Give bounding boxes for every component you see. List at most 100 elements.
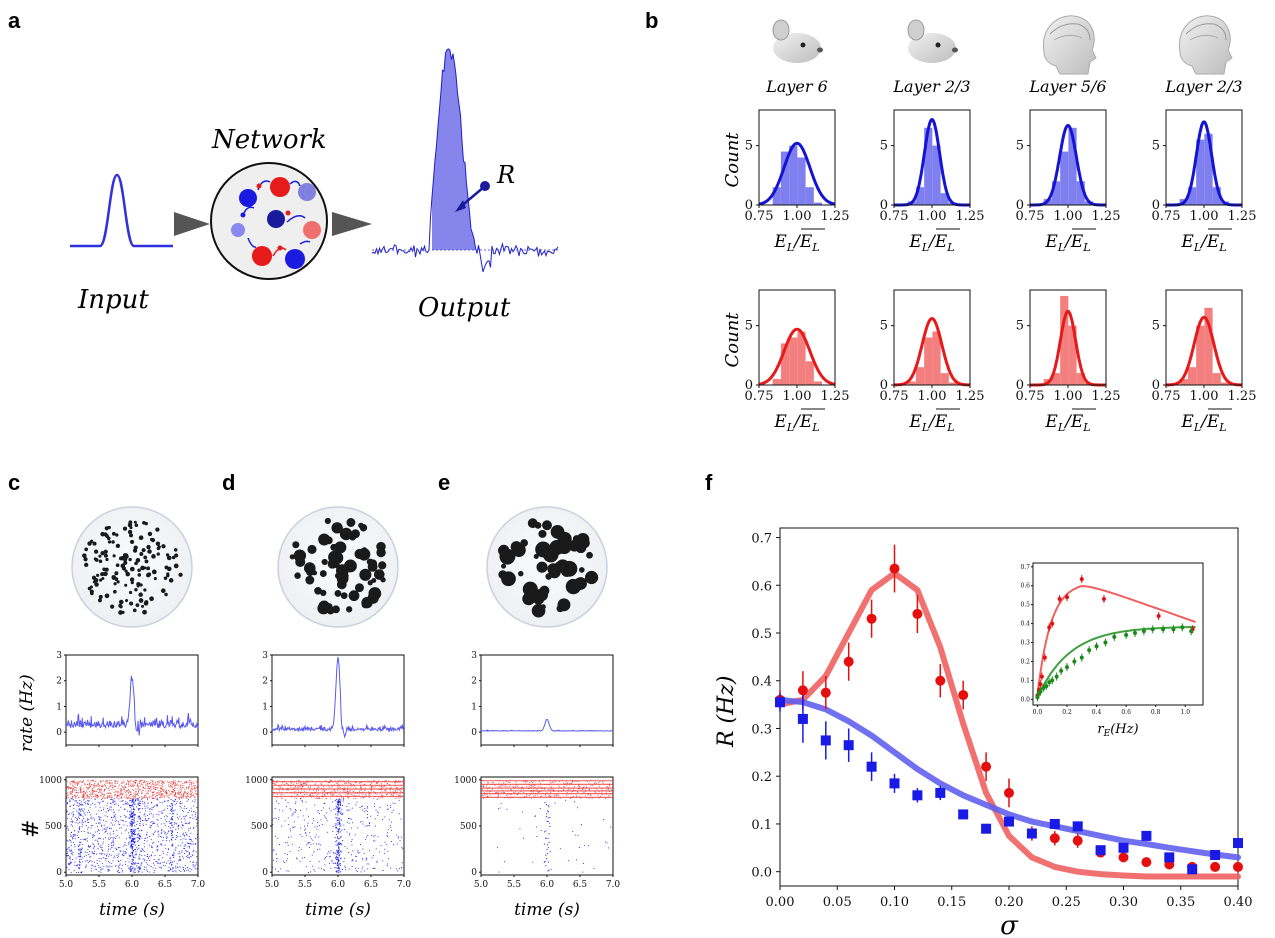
spike-exc: [178, 851, 180, 853]
spike-inh: [83, 796, 85, 798]
x-tick-label: 1.25: [1228, 389, 1257, 404]
spike-inh: [143, 786, 145, 788]
spike-exc: [146, 805, 148, 807]
spike-inh: [400, 796, 402, 798]
spike-exc: [135, 798, 137, 800]
spike-inh: [122, 780, 124, 782]
spike-exc: [195, 863, 197, 865]
spike-inh: [79, 781, 80, 783]
spike-exc: [163, 816, 165, 818]
rate-y-tick: 2: [471, 677, 477, 687]
spike-inh: [175, 793, 177, 795]
spike-exc: [305, 833, 307, 835]
spike-inh: [109, 781, 111, 783]
spike-inh: [127, 797, 129, 799]
spike-exc: [108, 855, 110, 857]
spike-exc: [110, 806, 112, 808]
neuron-dot: [111, 540, 115, 544]
spike-exc: [169, 862, 171, 864]
spike-inh: [185, 787, 187, 789]
spike-inh: [128, 781, 130, 783]
spike-exc: [101, 799, 103, 801]
neuron-dot: [289, 554, 295, 560]
spike-inh: [360, 787, 361, 788]
spike-inh: [136, 780, 138, 781]
spike-inh: [600, 796, 601, 797]
spike-inh: [305, 782, 307, 784]
spike-exc: [289, 828, 291, 830]
spike-inh: [128, 785, 129, 787]
spike-inh: [295, 783, 297, 784]
spike-inh: [185, 782, 187, 784]
neuron-dot: [142, 609, 147, 615]
spike-burst: [133, 818, 135, 820]
spike-exc: [119, 824, 121, 826]
neuron-dot: [542, 520, 552, 531]
spike-exc: [141, 849, 143, 851]
spike-exc: [319, 848, 321, 850]
spike-inh: [589, 788, 591, 790]
spike-inh: [191, 782, 193, 784]
spike-band: [171, 832, 173, 834]
spike-inh: [179, 787, 181, 789]
spike-exc: [335, 852, 337, 854]
spike-exc: [181, 827, 183, 829]
inset-point: [1059, 668, 1064, 673]
spike-exc: [148, 818, 150, 820]
spike-exc: [184, 852, 186, 854]
spike-exc: [145, 820, 147, 822]
spike-inh: [98, 784, 99, 785]
spike-exc: [129, 816, 131, 818]
spike-inh: [135, 788, 137, 790]
spike-exc: [107, 826, 109, 828]
spike-burst: [131, 851, 133, 853]
spike-inh: [181, 789, 182, 791]
spike-exc: [66, 866, 68, 868]
spike-exc: [192, 854, 194, 856]
spike-inh: [135, 783, 137, 785]
spike-inh: [382, 785, 384, 787]
spike-inh: [484, 794, 486, 795]
spike-inh: [99, 791, 101, 793]
spike-inh: [70, 788, 72, 789]
spike-inh: [117, 780, 119, 782]
spike-exc: [157, 819, 159, 821]
spike-inh: [105, 785, 106, 787]
spike-exc: [127, 802, 129, 804]
spike-burst: [133, 832, 135, 834]
spike-inh: [176, 797, 178, 799]
spike-exc: [107, 833, 109, 835]
spike-burst: [340, 851, 342, 853]
spike-exc: [132, 863, 134, 865]
spike-exc: [387, 836, 389, 838]
spike-inh: [546, 792, 548, 794]
spike-inh: [107, 797, 108, 799]
spike-exc: [69, 799, 71, 801]
spike-band: [171, 863, 173, 865]
spike-inh: [558, 794, 560, 796]
spike-inh: [96, 785, 98, 787]
spike-inh: [171, 794, 173, 796]
spike-inh: [94, 790, 96, 792]
spike-inh: [123, 785, 125, 787]
spike-exc: [348, 818, 350, 819]
spike-burst: [339, 819, 341, 821]
y-axis-label: Count: [722, 312, 743, 368]
spike-inh: [338, 798, 340, 799]
spike-inh: [131, 788, 133, 790]
spike-inh: [154, 783, 156, 785]
spike-exc: [130, 823, 131, 825]
spike-inh: [118, 795, 120, 797]
spike-band: [170, 838, 172, 840]
spike-inh: [151, 780, 153, 782]
time-tick: 7.0: [606, 880, 621, 890]
spike-inh: [178, 797, 180, 799]
spike-exc: [325, 812, 327, 814]
spike-inh: [153, 798, 155, 799]
spike-burst: [338, 804, 340, 806]
spike-inh: [74, 790, 75, 792]
spike-burst: [339, 823, 341, 825]
data-point: [935, 675, 946, 686]
spike-exc: [150, 839, 152, 841]
